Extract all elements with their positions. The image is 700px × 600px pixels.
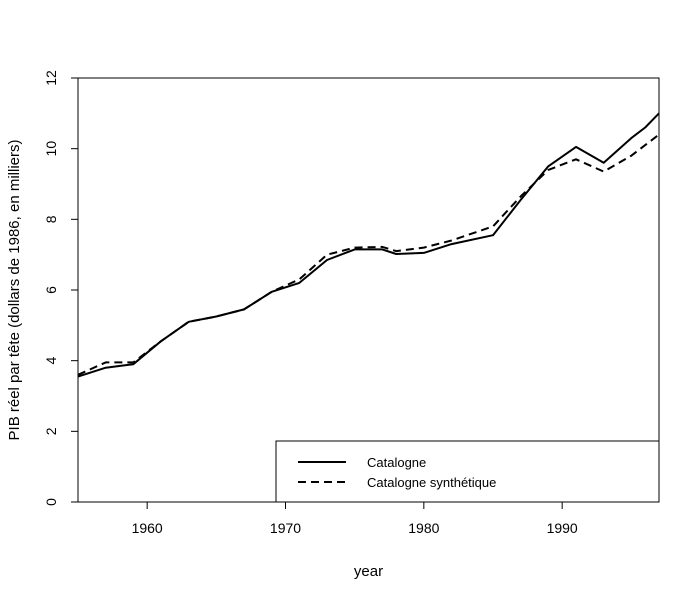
plot-frame — [77, 77, 660, 503]
y-tick-label: 4 — [43, 357, 59, 365]
y-tick-label: 8 — [43, 215, 59, 223]
y-tick-label: 6 — [43, 286, 59, 294]
y-axis: 0 2 4 6 8 10 12 — [43, 70, 79, 506]
legend-label-catalogne-synthetique: Catalogne synthétique — [367, 475, 496, 490]
y-tick-label: 12 — [43, 70, 59, 86]
y-tick-label: 10 — [43, 141, 59, 157]
x-tick-label: 1980 — [408, 520, 439, 536]
x-tick-label: 1970 — [270, 520, 301, 536]
x-axis-title: year — [354, 563, 383, 580]
legend-label-catalogne: Catalogne — [367, 455, 426, 470]
x-tick-label: 1960 — [132, 520, 163, 536]
series-line-catalogne-synthetique — [77, 133, 660, 376]
x-tick-label: 1990 — [547, 520, 578, 536]
y-tick-label: 2 — [43, 427, 59, 435]
y-tick-label: 0 — [43, 498, 59, 506]
y-axis-title: PIB réel par tête (dollars de 1986, en m… — [6, 140, 23, 441]
x-axis: 1960 1970 1980 1990 — [132, 501, 578, 536]
legend-box — [275, 440, 660, 503]
legend: Catalogne Catalogne synthétique — [275, 440, 660, 503]
series-group — [77, 112, 660, 378]
series-line-catalogne — [77, 112, 660, 378]
